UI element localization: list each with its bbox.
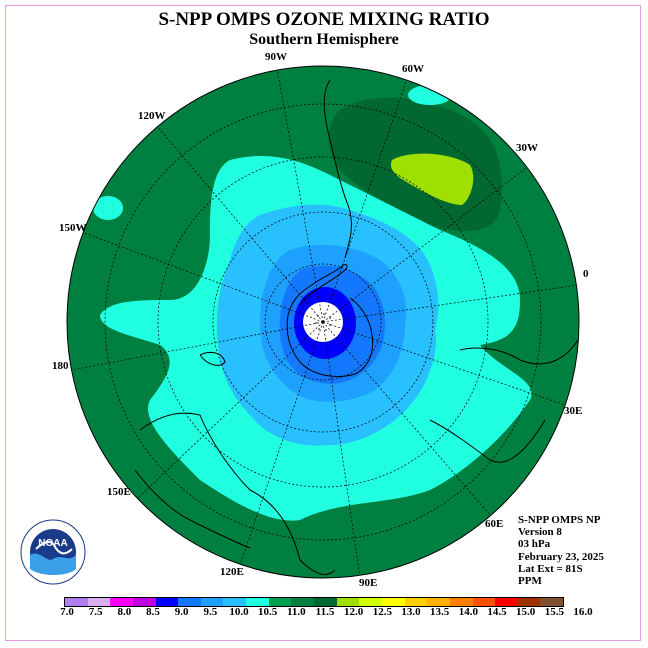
colorbar-swatch xyxy=(381,598,405,606)
contour-aqua-spot xyxy=(408,85,452,105)
colorbar-swatch xyxy=(65,598,88,606)
contour-aqua-spot xyxy=(93,196,123,220)
info-date: February 23, 2025 xyxy=(518,550,604,563)
colorbar-swatch xyxy=(155,598,179,606)
info-block: S-NPP OMPS NP Version 8 03 hPa February … xyxy=(518,514,604,587)
colorbar-tick-label: 16.0 xyxy=(573,606,593,618)
map-outline xyxy=(66,65,580,579)
colorbar-swatch xyxy=(246,598,269,606)
colorbar-tick-label: 13.0 xyxy=(401,606,421,618)
colorbar-tick-label: 12.0 xyxy=(344,606,364,618)
colorbar-swatch xyxy=(268,598,292,606)
lon-label-120w: 120W xyxy=(138,110,166,122)
colorbar-tick-label: 8.0 xyxy=(117,606,132,618)
colorbar-ticks: 7.0 7.5 8.0 8.5 9.0 9.5 10.0 10.5 11.0 11.5 12.0 12… xyxy=(0,606,648,620)
info-version: Version 8 xyxy=(518,526,562,539)
colorbar-tick-label: 7.5 xyxy=(88,606,103,618)
lon-label-150e: 150E xyxy=(107,486,131,498)
info-lat-ext: Lat Ext = 81S xyxy=(518,562,583,575)
colorbar-tick-label: 12.5 xyxy=(372,606,392,618)
colorbar-tick-label: 13.5 xyxy=(430,606,450,618)
colorbar-tick-label: 7.0 xyxy=(60,606,74,618)
colorbar-swatch xyxy=(472,598,496,606)
lon-label-60w: 60W xyxy=(402,63,424,75)
page-title: S-NPP OMPS OZONE MIXING RATIO xyxy=(158,9,490,30)
colorbar-swatch xyxy=(110,598,133,606)
colorbar-tick-label: 11.0 xyxy=(287,606,306,618)
lon-label-90e: 90E xyxy=(359,577,378,589)
colorbar-swatch xyxy=(291,598,315,606)
lon-label-120e: 120E xyxy=(220,566,244,578)
lon-label-30w: 30W xyxy=(516,142,538,154)
lon-label-60e: 60E xyxy=(485,518,504,530)
colorbar-tick-label: 11.5 xyxy=(315,606,335,618)
colorbar-swatch xyxy=(449,598,473,606)
colorbar-swatch xyxy=(223,598,247,606)
colorbar-tick-label: 10.0 xyxy=(229,606,249,618)
lon-label-180: 180 xyxy=(52,360,69,372)
latitude-circles xyxy=(104,103,542,541)
colorbar-swatch xyxy=(540,598,564,606)
lon-label-150w: 150W xyxy=(59,222,87,234)
contour-lime xyxy=(390,153,474,205)
colorbar-swatch xyxy=(314,598,337,606)
colorbar-swatch xyxy=(517,598,541,606)
plot-frame xyxy=(5,5,641,641)
colorbar-tick-label: 8.5 xyxy=(146,606,160,618)
colorbar-swatch xyxy=(200,598,224,606)
colorbar-tick-label: 9.5 xyxy=(203,606,218,618)
noaa-logo-text: NOAA xyxy=(38,538,67,549)
info-instrument: S-NPP OMPS NP xyxy=(518,514,601,526)
colorbar-swatch xyxy=(495,598,518,606)
colorbar-tick-label: 14.5 xyxy=(487,606,507,618)
colorbar-tick-label: 9.0 xyxy=(174,606,189,618)
info-level: 03 hPa xyxy=(518,538,551,551)
colorbar-tick-label: 14.0 xyxy=(458,606,478,618)
info-units: PPM xyxy=(518,575,542,588)
colorbar-swatch xyxy=(132,598,156,606)
colorbar-swatch xyxy=(336,598,360,606)
colorbar-swatch xyxy=(359,598,382,606)
colorbar-swatch xyxy=(404,598,428,606)
coastlines xyxy=(134,79,579,575)
colorbar-swatch xyxy=(427,598,450,606)
colorbar-swatch xyxy=(178,598,201,606)
pole-stipple xyxy=(315,313,331,331)
lon-label-0: 0 xyxy=(583,268,589,280)
colorbar-tick-label: 15.0 xyxy=(516,606,536,618)
colorbar-tick-label: 10.5 xyxy=(258,606,278,618)
colorbar-swatch xyxy=(87,598,111,606)
lon-label-90w: 90W xyxy=(265,51,287,63)
lon-label-30e: 30E xyxy=(564,405,583,417)
colorbar xyxy=(64,597,564,607)
page-subtitle: Southern Hemisphere xyxy=(249,31,399,48)
noaa-logo: NOAA xyxy=(20,519,86,585)
meridians xyxy=(71,67,579,578)
colorbar-tick-label: 15.5 xyxy=(544,606,564,618)
